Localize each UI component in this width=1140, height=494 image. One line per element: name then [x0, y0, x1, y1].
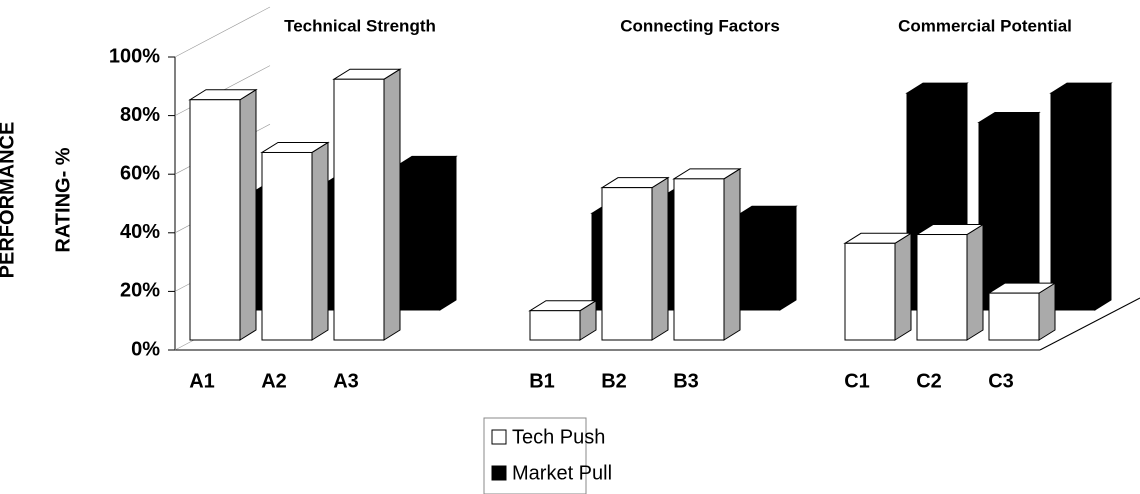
- bar-face: [779, 205, 797, 311]
- bar: [843, 232, 913, 341]
- x-tick-label: A2: [261, 370, 287, 392]
- group-label: Technical Strength: [284, 16, 436, 35]
- bar: [332, 68, 402, 341]
- x-tick-label: C1: [844, 370, 870, 392]
- bar-face: [383, 68, 401, 341]
- bar-face: [1094, 82, 1112, 311]
- bar-face: [673, 178, 725, 341]
- bar-face: [916, 234, 968, 341]
- bar-face: [529, 310, 581, 341]
- bar-face: [894, 232, 912, 341]
- legend-swatch: [491, 429, 507, 445]
- bar: [915, 223, 985, 341]
- bar-face: [439, 155, 457, 311]
- y-tick-label: 40%: [120, 221, 160, 243]
- bar-face: [333, 78, 385, 341]
- bar: [734, 205, 798, 311]
- bar-face: [723, 167, 741, 341]
- bar: [600, 176, 670, 341]
- bar: [528, 299, 598, 341]
- bar-face: [735, 215, 781, 311]
- bar: [394, 155, 458, 311]
- bar-face: [395, 165, 441, 311]
- y-label: RATING- %: [52, 147, 74, 252]
- bar: [1049, 82, 1113, 311]
- bar: [977, 111, 1041, 311]
- bar: [987, 282, 1057, 341]
- bar-face: [1022, 111, 1040, 311]
- bar-face: [988, 292, 1040, 341]
- floor: [174, 57, 1140, 351]
- x-tick-label: C3: [988, 370, 1014, 392]
- bar-face: [978, 121, 1024, 311]
- legend-swatch: [491, 465, 507, 481]
- bar-face: [844, 242, 896, 341]
- x-tick-label: A1: [189, 370, 215, 392]
- bar: [260, 141, 330, 341]
- group-label: Connecting Factors: [620, 16, 780, 35]
- grid-line: [174, 6, 271, 58]
- x-tick-label: B2: [601, 370, 627, 392]
- bar-face: [261, 151, 313, 341]
- x-tick-label: C2: [916, 370, 942, 392]
- bar-face: [601, 187, 653, 341]
- x-tick-label: B1: [529, 370, 555, 392]
- bar: [672, 167, 742, 341]
- x-tick-label: A3: [333, 370, 359, 392]
- bar-face: [966, 223, 984, 341]
- bar: [188, 88, 258, 341]
- legend-label: Market Pull: [512, 462, 612, 484]
- bar-face: [651, 176, 669, 341]
- bar-face: [311, 141, 329, 341]
- y-tick-label: 20%: [120, 280, 160, 302]
- y-tick-label: 100%: [109, 45, 160, 67]
- legend-label: Tech Push: [512, 426, 605, 448]
- x-tick-label: B3: [673, 370, 699, 392]
- bar-face: [239, 88, 257, 341]
- bar-face: [1050, 92, 1096, 311]
- bar-face: [189, 99, 241, 341]
- y-label: PERFORMANCE: [0, 122, 18, 279]
- legend-box: [483, 417, 587, 494]
- y-tick-label: 0%: [131, 338, 160, 360]
- y-tick-label: 80%: [120, 104, 160, 126]
- y-tick-label: 60%: [120, 162, 160, 184]
- group-label: Commercial Potential: [898, 16, 1072, 35]
